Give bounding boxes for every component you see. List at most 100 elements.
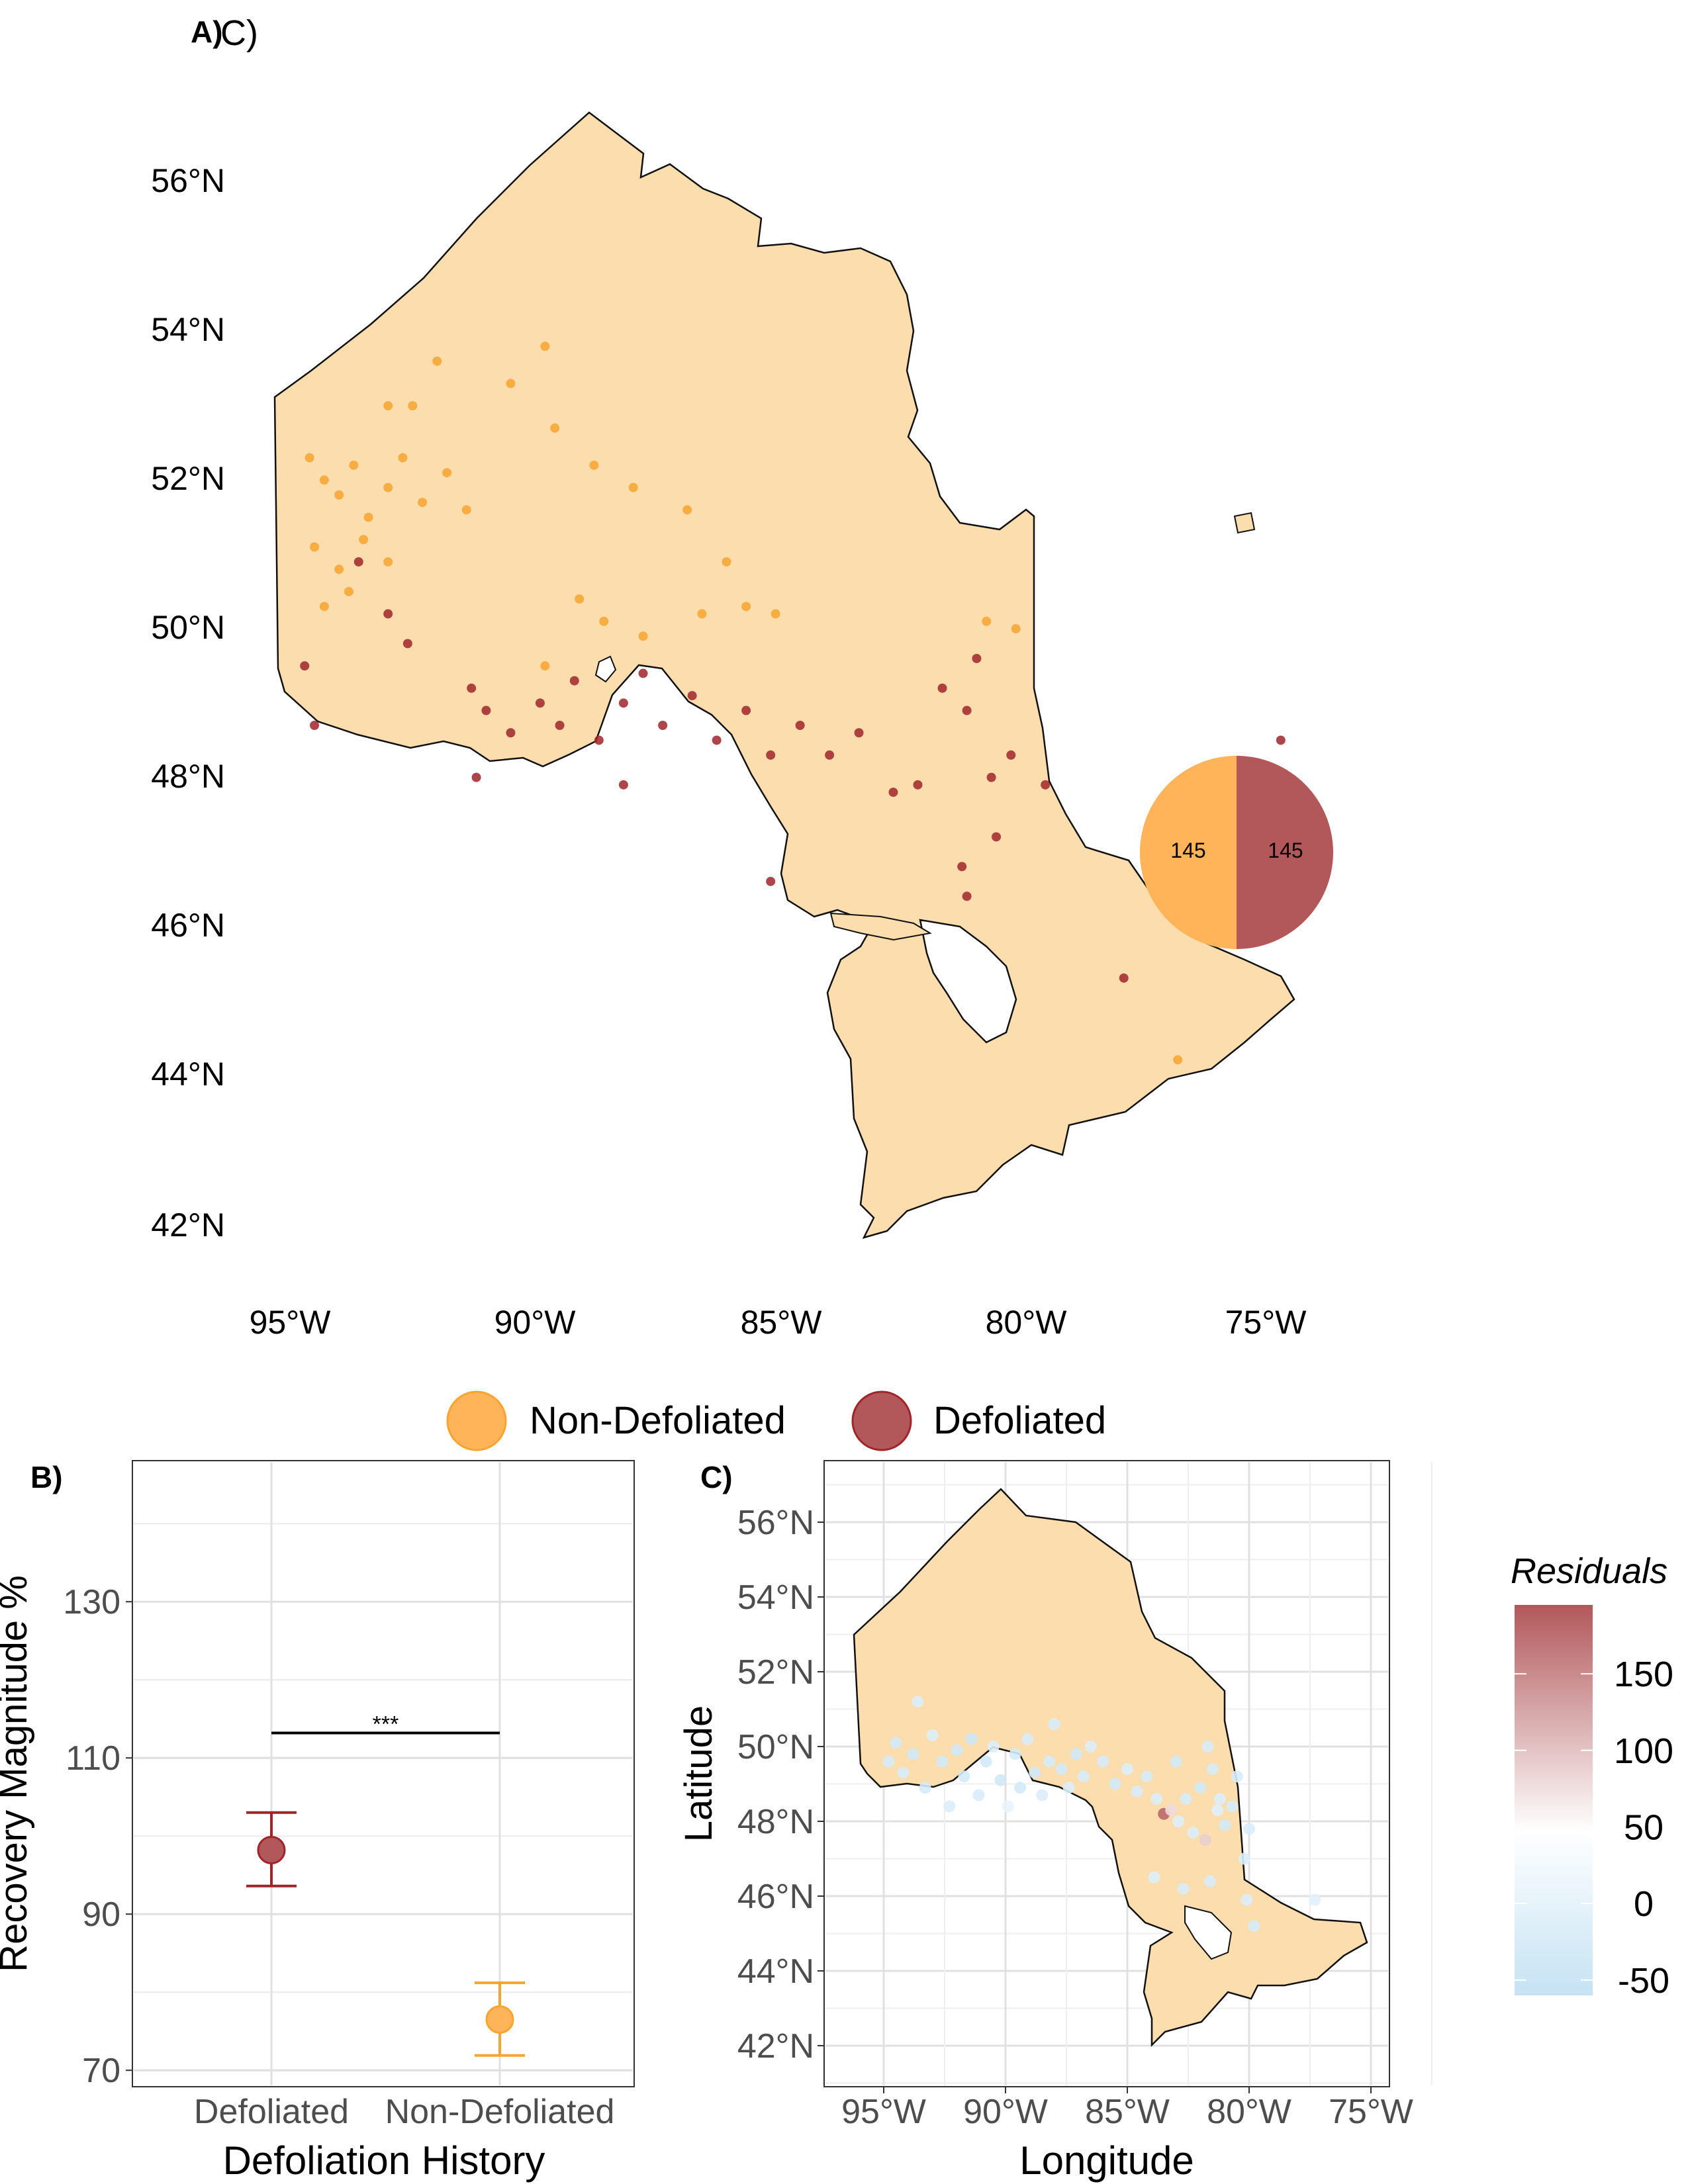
residual-point	[890, 1737, 902, 1749]
site-point	[638, 668, 648, 678]
lon-tick: 90°W	[494, 1304, 577, 1341]
y-tick-label: 130	[63, 1583, 120, 1621]
residual-point	[1201, 1741, 1214, 1752]
site-point	[697, 609, 707, 619]
residual-point	[1121, 1762, 1133, 1775]
residuals-colorbar: Residuals 150 100 50 0 -50	[1511, 1551, 1673, 2001]
lat-tick: 56°N	[151, 162, 225, 199]
residual-point	[882, 1755, 895, 1768]
site-point	[555, 721, 565, 731]
lon-tick: 95°W	[250, 1304, 332, 1341]
colorbar-tick-label: 50	[1624, 1807, 1664, 1847]
site-point	[1173, 1055, 1183, 1065]
x-tick-label: 95°W	[841, 2093, 926, 2131]
residual-point	[1231, 1770, 1243, 1783]
site-point	[888, 788, 898, 797]
pie-slice-defoliated	[1237, 756, 1333, 949]
site-point	[319, 475, 329, 485]
site-point	[854, 728, 864, 738]
residual-point	[1055, 1762, 1068, 1775]
residual-point	[907, 1748, 919, 1760]
colorbar-title: Residuals	[1511, 1551, 1667, 1591]
site-point	[618, 780, 628, 790]
site-point	[682, 505, 692, 515]
panel-c-georgian-bay	[1184, 1905, 1233, 1960]
site-point	[628, 482, 638, 492]
site-point	[972, 653, 982, 663]
site-point	[349, 460, 359, 470]
residual-point	[1213, 1793, 1226, 1805]
site-point	[741, 705, 751, 715]
x-tick-label: Defoliated	[194, 2093, 349, 2131]
panel-b-label: B)	[30, 1460, 63, 1494]
x-tick-label: Non-Defoliated	[385, 2093, 615, 2131]
residual-point	[1177, 1882, 1190, 1895]
residual-point	[1211, 1804, 1224, 1817]
panel-c-xlabel: Longitude	[1019, 2138, 1194, 2183]
site-point	[550, 423, 560, 433]
residual-point	[1204, 1875, 1217, 1888]
panel-a-label: A)	[191, 15, 223, 49]
residual-point	[1070, 1748, 1082, 1760]
residual-point	[912, 1696, 924, 1708]
site-point	[618, 698, 628, 708]
site-point	[310, 542, 320, 552]
site-point	[383, 401, 393, 411]
site-point	[766, 876, 776, 886]
residual-point	[1241, 1893, 1253, 1906]
site-point	[398, 453, 408, 463]
site-point	[461, 505, 471, 515]
site-point	[982, 616, 992, 626]
site-point	[962, 705, 972, 715]
pie-label-defoliated: 145	[1268, 839, 1303, 862]
site-point	[766, 750, 776, 760]
residual-point	[919, 1782, 931, 1794]
residual-point	[1109, 1778, 1121, 1790]
residual-point	[1084, 1741, 1097, 1752]
site-point	[344, 586, 353, 596]
residual-point	[1238, 1852, 1250, 1865]
residual-point	[926, 1729, 939, 1742]
legend: Non-Defoliated Defoliated	[446, 1390, 1106, 1451]
colorbar-gradient	[1515, 1605, 1593, 1995]
colorbar-ticks: 150 100 50 0 -50	[1515, 1655, 1673, 2001]
y-tick-label: 56°N	[737, 1504, 814, 1542]
x-tick-label: 85°W	[1085, 2093, 1170, 2131]
site-point	[353, 557, 363, 567]
site-point	[1011, 624, 1021, 634]
panel-a-lat-ticks: 56°N 54°N 52°N 50°N 48°N 46°N 44°N 42°N	[151, 162, 225, 1244]
site-point	[962, 891, 972, 901]
site-point	[1041, 780, 1051, 790]
pie-slice-non-defoliated	[1140, 756, 1237, 949]
manitoulin-island	[829, 912, 932, 941]
residual-point	[943, 1800, 956, 1813]
site-point	[481, 705, 491, 715]
lon-tick: 80°W	[986, 1304, 1068, 1341]
y-tick-label: 42°N	[737, 2027, 814, 2066]
site-point	[913, 780, 923, 790]
x-tick-label: 80°W	[1207, 2093, 1291, 2131]
panel-c-x-ticks: 95°W 90°W 85°W 80°W 75°W	[841, 2087, 1413, 2131]
panel-b-y-ticks: 130 110 90 70	[63, 1583, 132, 2090]
panel-a-lon-ticks: 95°W 90°W 85°W 80°W 75°W	[250, 1304, 1307, 1341]
panel-b-chart: B) 130 110 90 70 Defoliated Non-Defoliated *…	[0, 1460, 635, 2183]
pie-label-non-defoliated: 145	[1170, 839, 1205, 862]
site-point	[310, 721, 320, 731]
residual-point	[936, 1755, 949, 1768]
lat-tick: 44°N	[151, 1056, 225, 1093]
site-point	[467, 683, 477, 693]
residual-point	[1248, 1920, 1260, 1933]
residual-point	[1170, 1755, 1182, 1768]
lake-nipigon	[594, 655, 617, 683]
panel-b-xlabel: Defoliation History	[223, 2138, 545, 2183]
legend-label-non-defoliated: Non-Defoliated	[530, 1399, 786, 1442]
colorbar-tick-label: -50	[1618, 1961, 1669, 2001]
site-point	[594, 735, 604, 745]
colorbar-tick-label: 0	[1634, 1884, 1654, 1924]
residual-point	[897, 1766, 910, 1779]
residual-point	[1172, 1815, 1185, 1827]
lat-tick: 48°N	[151, 758, 225, 795]
site-point	[402, 639, 412, 649]
lon-tick: 85°W	[741, 1304, 823, 1341]
